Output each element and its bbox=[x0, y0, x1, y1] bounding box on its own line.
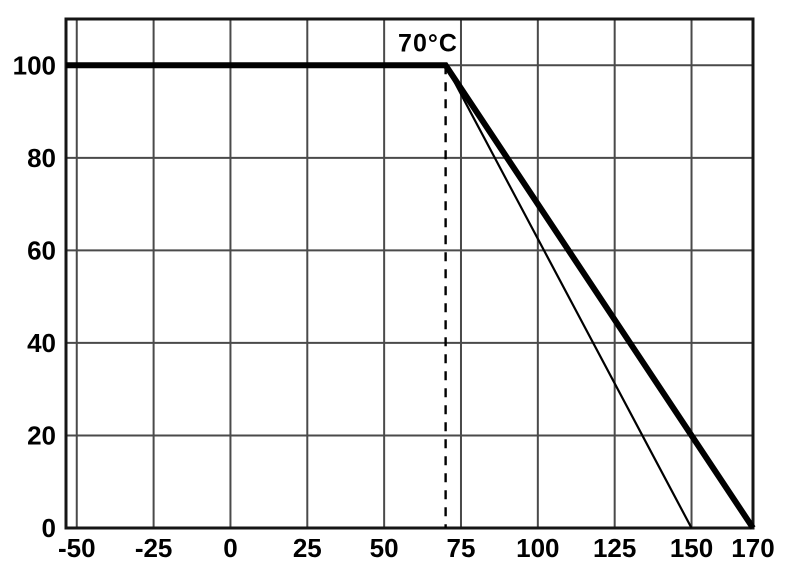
x-tick-label: 0 bbox=[223, 533, 237, 563]
x-tick-label: -25 bbox=[135, 533, 173, 563]
knee-temperature-annotation: 70°C bbox=[398, 29, 458, 57]
x-tick-label: 150 bbox=[670, 533, 713, 563]
series-load-derating-to-150C bbox=[444, 64, 693, 529]
x-tick-label: 125 bbox=[593, 533, 636, 563]
y-tick-label: 40 bbox=[27, 328, 56, 358]
y-tick-label: 20 bbox=[27, 420, 56, 450]
x-tick-label: 170 bbox=[731, 533, 774, 563]
x-tick-label: 50 bbox=[370, 533, 399, 563]
x-tick-label: 25 bbox=[293, 533, 322, 563]
x-tick-label: 75 bbox=[447, 533, 476, 563]
y-tick-label: 100 bbox=[13, 50, 56, 80]
x-tick-label: -50 bbox=[58, 533, 96, 563]
y-tick-label: 60 bbox=[27, 235, 56, 265]
y-tick-label: 0 bbox=[42, 513, 56, 543]
x-tick-label: 100 bbox=[516, 533, 559, 563]
plot-border bbox=[64, 17, 755, 530]
y-tick-label: 80 bbox=[27, 143, 56, 173]
